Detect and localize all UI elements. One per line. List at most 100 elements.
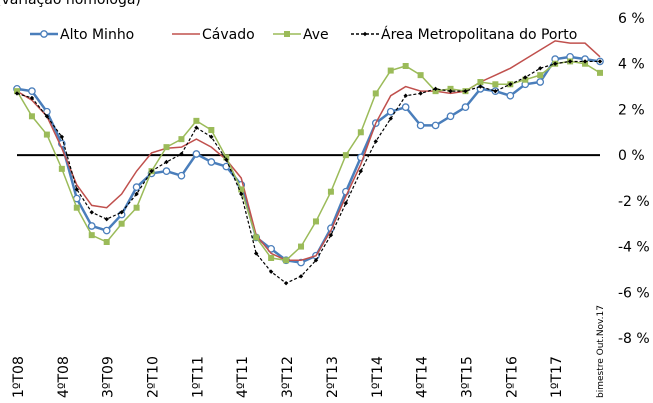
- point: [403, 93, 408, 98]
- point: [552, 61, 558, 66]
- x-tick-label: 1ºT11: [190, 356, 206, 398]
- y-tick-label: -2 %: [618, 194, 650, 210]
- point: [342, 152, 349, 159]
- point: [253, 251, 259, 256]
- point: [28, 113, 35, 120]
- point: [149, 168, 154, 174]
- point: [418, 91, 423, 96]
- point: [14, 91, 20, 96]
- legend-label: Cávado: [202, 27, 255, 43]
- point: [134, 191, 139, 197]
- point: [357, 129, 364, 136]
- point: [239, 191, 244, 197]
- point: [43, 131, 50, 138]
- point: [102, 226, 111, 235]
- point: [433, 86, 438, 92]
- point: [268, 255, 275, 261]
- point: [283, 257, 290, 264]
- x-tick-label: 2ºT16: [504, 356, 520, 398]
- series-line: [16, 60, 601, 262]
- y-tick-label: 4 %: [618, 57, 645, 73]
- point: [177, 171, 186, 180]
- y-tick-label: 6 %: [618, 11, 645, 27]
- point: [133, 204, 140, 211]
- legend-marker: [362, 31, 368, 37]
- point: [461, 103, 470, 111]
- legend-item: Área Metropolitana do Porto: [351, 26, 577, 43]
- point: [536, 78, 545, 86]
- point: [193, 117, 200, 124]
- point: [328, 232, 334, 238]
- x-tick-label: 1ºT17: [549, 356, 565, 398]
- point: [59, 134, 65, 140]
- legend-item: Ave: [273, 27, 329, 43]
- x-tick-label: 4ºT11: [235, 356, 251, 398]
- point: [506, 91, 515, 100]
- point: [118, 220, 125, 227]
- point: [387, 67, 394, 74]
- point: [372, 90, 379, 97]
- point: [178, 136, 185, 143]
- point: [312, 218, 319, 225]
- point: [477, 79, 484, 85]
- y-tick-label: -8 %: [618, 331, 650, 347]
- point: [373, 139, 378, 144]
- point: [416, 121, 425, 130]
- point: [343, 200, 349, 206]
- x-tick-label: 3ºT12: [280, 356, 296, 398]
- point: [388, 116, 393, 121]
- point: [446, 112, 455, 121]
- point: [192, 150, 201, 158]
- legend-marker: [40, 30, 48, 38]
- point: [313, 258, 319, 263]
- point: [432, 88, 439, 95]
- x-tick-label: bimestre Out.Nov.17: [596, 305, 606, 398]
- y-tick-label: -6 %: [618, 285, 650, 301]
- series: [14, 59, 603, 286]
- x-tick-label: 4ºT14: [415, 356, 431, 398]
- y-tick-label: -4 %: [618, 240, 650, 256]
- series-line: [16, 60, 600, 284]
- point: [253, 234, 260, 241]
- point: [164, 159, 169, 165]
- point: [88, 232, 95, 239]
- point: [582, 59, 588, 64]
- point: [194, 125, 199, 130]
- point: [358, 168, 364, 174]
- point: [447, 85, 454, 92]
- point: [417, 72, 424, 79]
- legend-item: Cávado: [172, 27, 255, 43]
- legend-label: Ave: [303, 27, 329, 43]
- point: [493, 88, 498, 94]
- point: [508, 82, 513, 87]
- point: [522, 76, 529, 83]
- point: [87, 222, 96, 230]
- point: [463, 88, 468, 94]
- point: [224, 157, 229, 162]
- point: [73, 204, 80, 211]
- point: [207, 158, 216, 166]
- point: [386, 107, 395, 116]
- point: [119, 210, 124, 215]
- x-tick-label: 4ºT08: [56, 356, 72, 398]
- point: [238, 186, 245, 193]
- point: [58, 165, 65, 172]
- x-tick-label: 3ºT09: [101, 356, 117, 398]
- series: [16, 40, 601, 262]
- y-tick-label: 0 %: [618, 148, 645, 164]
- point: [538, 66, 543, 71]
- point: [104, 216, 109, 222]
- point: [268, 269, 274, 274]
- point: [163, 144, 170, 151]
- series-line: [16, 40, 601, 262]
- point: [209, 134, 214, 140]
- point: [29, 95, 35, 101]
- series-line: [16, 55, 601, 264]
- point: [582, 60, 589, 67]
- point: [44, 114, 50, 119]
- point: [492, 81, 499, 88]
- legend-label: Área Metropolitana do Porto: [381, 26, 577, 43]
- series: [14, 58, 603, 264]
- x-tick-label: 2ºT13: [325, 356, 341, 398]
